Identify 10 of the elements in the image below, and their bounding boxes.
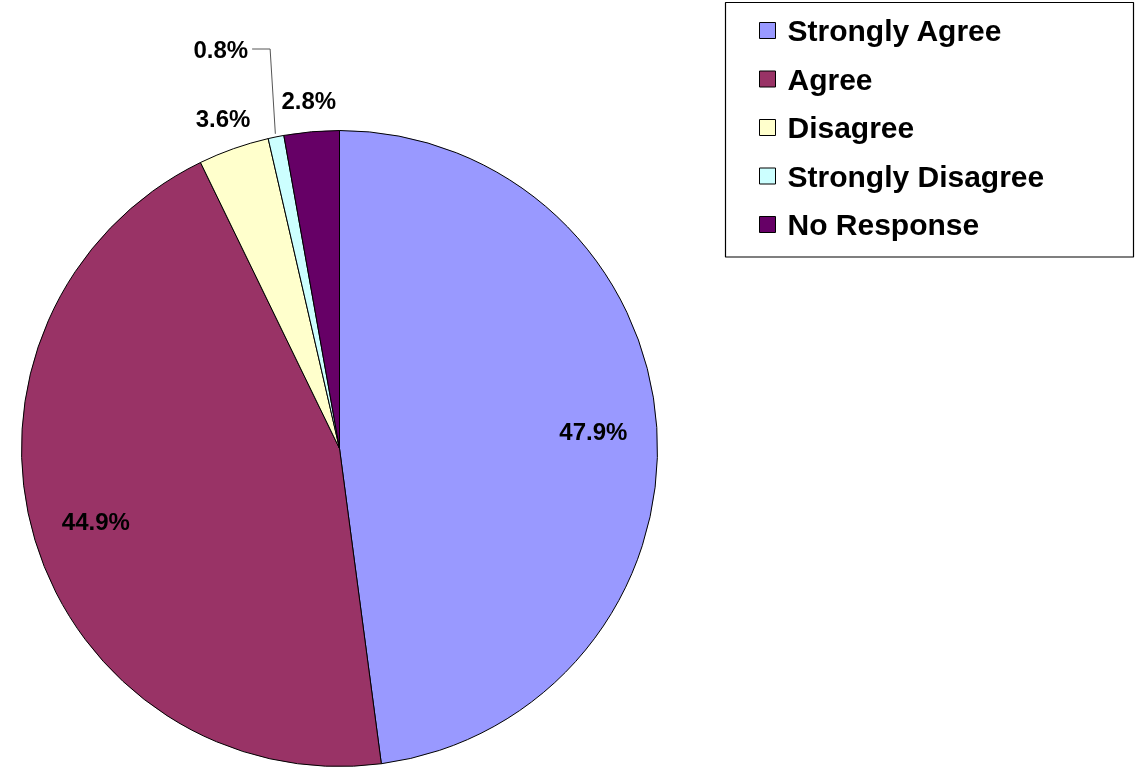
legend-label: Disagree	[787, 111, 915, 144]
legend-label: Strongly Agree	[787, 14, 1002, 47]
data-label: 0.8%	[193, 35, 249, 63]
legend-label: Strongly Disagree	[787, 159, 1045, 193]
legend-label: No Response	[787, 208, 980, 241]
data-label: 3.6%	[195, 105, 251, 133]
data-label: 44.9%	[61, 508, 130, 536]
data-label: 2.8%	[281, 86, 337, 114]
data-label: 47.9%	[559, 418, 628, 446]
legend-label: Agree	[787, 62, 873, 96]
